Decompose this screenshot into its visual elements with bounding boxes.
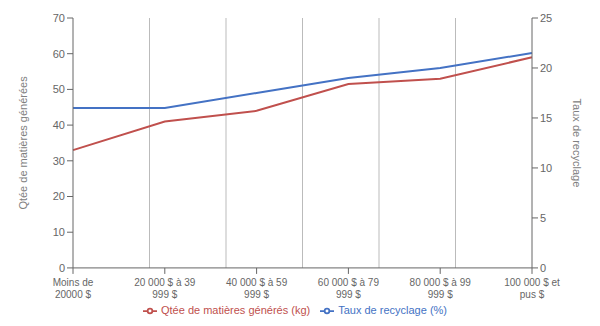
- svg-text:60 000 $ à 79999 $: 60 000 $ à 79999 $: [318, 277, 380, 300]
- svg-text:Qtée de matières générées: Qtée de matières générées: [17, 76, 29, 210]
- svg-text:Moins de20000 $: Moins de20000 $: [53, 277, 94, 300]
- svg-text:40: 40: [53, 119, 65, 131]
- svg-text:100 000 $ etpus $: 100 000 $ etpus $: [504, 277, 560, 300]
- html-text:Taux de recyclage (%): Taux de recyclage (%): [338, 303, 447, 316]
- svg-text:20: 20: [53, 190, 65, 202]
- svg-text:40 000 $ à 59999 $: 40 000 $ à 59999 $: [226, 277, 288, 300]
- svg-text:0: 0: [59, 262, 65, 274]
- svg-text:10: 10: [540, 162, 552, 174]
- svg-text:25: 25: [540, 12, 552, 24]
- svg-text:60: 60: [53, 48, 65, 60]
- svg-text:70: 70: [53, 12, 65, 24]
- svg-text:20 000 $ à 39999 $: 20 000 $ à 39999 $: [134, 277, 196, 300]
- svg-text:20: 20: [540, 62, 552, 74]
- svg-text:30: 30: [53, 155, 65, 167]
- svg-text:5: 5: [540, 212, 546, 224]
- html-text:Qtée de matières générés (kg): Qtée de matières générés (kg): [161, 303, 311, 316]
- svg-text:10: 10: [53, 226, 65, 238]
- svg-text:15: 15: [540, 112, 552, 124]
- svg-text:0: 0: [540, 262, 546, 274]
- svg-text:80 000 $ à 99999 $: 80 000 $ à 99999 $: [410, 277, 472, 300]
- svg-text:Taux de recyclage: Taux de recyclage: [571, 99, 583, 188]
- svg-text:50: 50: [53, 83, 65, 95]
